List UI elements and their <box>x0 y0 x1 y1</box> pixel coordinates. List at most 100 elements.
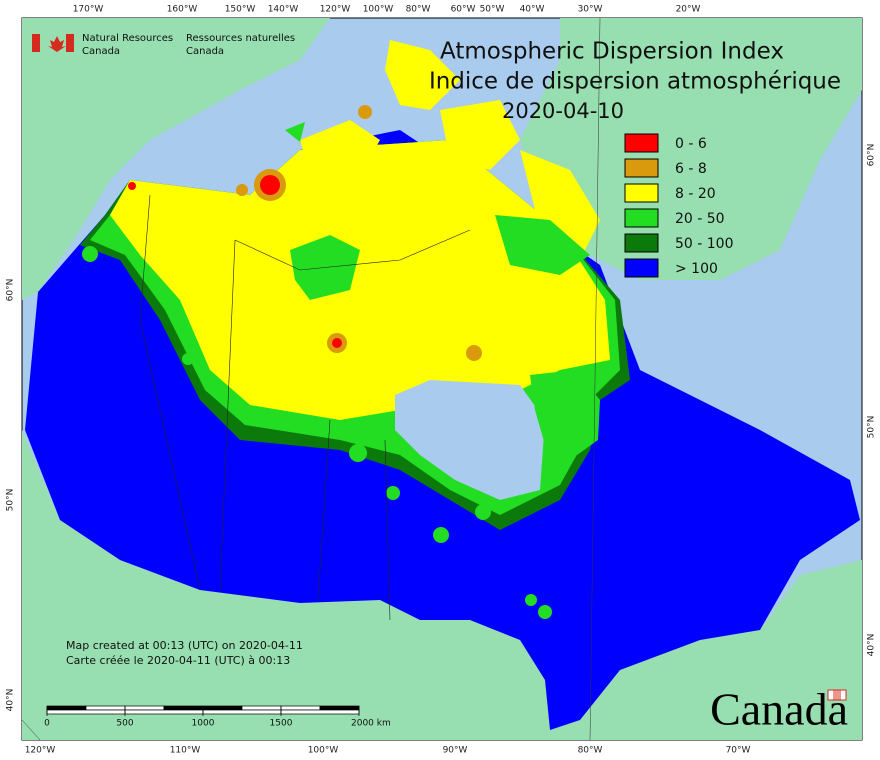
graticule-label: 50°W <box>480 5 505 15</box>
graticule-label: 120°W <box>320 5 351 15</box>
legend-swatch <box>624 258 659 278</box>
graticule-label: 70°W <box>726 746 751 756</box>
credit: Carte créée le 2020-04-11 (UTC) à 00:13 <box>66 654 290 667</box>
graticule-labels: 170°W 160°W 150°W 140°W 120°W 100°W 80°W 60°W 50… <box>6 5 877 756</box>
graticule-label: 150°W <box>225 5 256 15</box>
scale-label: 500 <box>116 719 133 729</box>
arctic-islands <box>300 40 600 260</box>
scale-segment <box>319 705 360 711</box>
spot <box>538 605 552 619</box>
island <box>300 120 380 175</box>
graticule-label: 100°W <box>363 5 394 15</box>
date: 2020-04-10 <box>502 99 624 123</box>
spot <box>332 338 342 348</box>
scale-label: 1500 <box>270 719 293 729</box>
legend: 0 - 6 6 - 8 8 - 20 20 - 50 50 - 100 > 100 <box>624 133 734 278</box>
scale-label: 1000 <box>192 719 215 729</box>
graticule-line <box>589 17 601 741</box>
scale-bar: 0 500 1000 1500 2000 km <box>44 705 391 729</box>
title: Indice de dispersion atmosphérique <box>429 69 841 95</box>
legend-label: 8 - 20 <box>675 186 716 202</box>
spot <box>571 421 593 443</box>
legend-label: 20 - 50 <box>675 211 725 227</box>
scale-label: 0 <box>44 719 50 729</box>
border <box>234 229 471 271</box>
legend-label: 0 - 6 <box>675 136 707 152</box>
scale-segment <box>46 705 87 711</box>
border <box>317 419 331 601</box>
flag-bar <box>66 34 74 52</box>
legend-label: 50 - 100 <box>675 236 734 252</box>
legend-swatch <box>624 208 659 228</box>
scale-segment <box>85 705 126 711</box>
flag-bar <box>32 34 40 52</box>
baffin-green <box>495 215 590 275</box>
scale-segment <box>280 705 321 711</box>
credit: Map created at 00:13 (UTC) on 2020-04-11 <box>66 639 303 652</box>
spot <box>82 246 98 262</box>
spot <box>128 182 136 190</box>
spot <box>349 444 367 462</box>
greenland <box>520 18 862 280</box>
graticule-label: 90°W <box>443 746 468 756</box>
graticule-label: 80°W <box>578 746 603 756</box>
legend-swatch <box>624 183 659 203</box>
united-states <box>22 430 862 740</box>
island <box>520 150 600 260</box>
graticule-label: 60°N <box>6 279 16 302</box>
island <box>385 40 460 110</box>
spot <box>386 486 400 500</box>
legend-swatch <box>624 133 659 153</box>
graticule-label: 110°W <box>170 746 201 756</box>
graticule-label: 80°W <box>406 5 431 15</box>
graticule-label: 20°W <box>676 5 701 15</box>
island <box>440 100 520 170</box>
agency-fr: Canada <box>186 46 224 57</box>
legend-label: > 100 <box>675 261 718 277</box>
spot <box>236 184 248 196</box>
graticule-label: 30°W <box>578 5 603 15</box>
border <box>384 439 391 621</box>
foreign-land <box>22 18 862 740</box>
legend-swatch <box>624 158 659 178</box>
scale-segment <box>46 709 126 715</box>
wordmark-flag <box>833 690 841 700</box>
canada-index <box>25 40 860 730</box>
graticule-label: 40°N <box>867 634 877 657</box>
graticule-label: 40°N <box>6 689 16 712</box>
spot <box>466 345 482 361</box>
island-green <box>285 122 305 142</box>
hudson-bay <box>395 380 545 500</box>
graticule-label: 120°W <box>25 746 56 756</box>
scale-segment <box>280 709 360 715</box>
scale-segment <box>163 705 204 711</box>
graticule-label: 50°N <box>867 416 877 439</box>
spot <box>182 353 194 365</box>
scale-segment <box>202 709 282 715</box>
borders <box>139 194 471 621</box>
scale-segment <box>124 709 204 715</box>
title: Atmospheric Dispersion Index <box>440 39 784 65</box>
legend-swatch <box>624 233 659 253</box>
agency-fr: Ressources naturelles <box>186 33 295 44</box>
graticule-label: 170°W <box>73 5 104 15</box>
scale-segment <box>124 705 165 711</box>
graticule-label: 60°N <box>867 144 877 167</box>
spot <box>475 504 491 520</box>
index-8-20 <box>110 140 610 420</box>
graticule-label: 140°W <box>268 5 299 15</box>
graticule-label: 160°W <box>167 5 198 15</box>
scale-segment <box>202 705 243 711</box>
wordmark: Canada <box>710 684 848 735</box>
graticule-lines <box>21 17 601 741</box>
agency-en: Canada <box>82 46 120 57</box>
spot <box>525 594 537 606</box>
scale-label: 2000 km <box>351 719 391 729</box>
border <box>139 194 201 591</box>
scale-segment <box>241 705 282 711</box>
graticule-line <box>21 719 41 741</box>
alaska <box>22 18 330 300</box>
spot <box>260 175 280 195</box>
graticule-label: 60°W <box>451 5 476 15</box>
